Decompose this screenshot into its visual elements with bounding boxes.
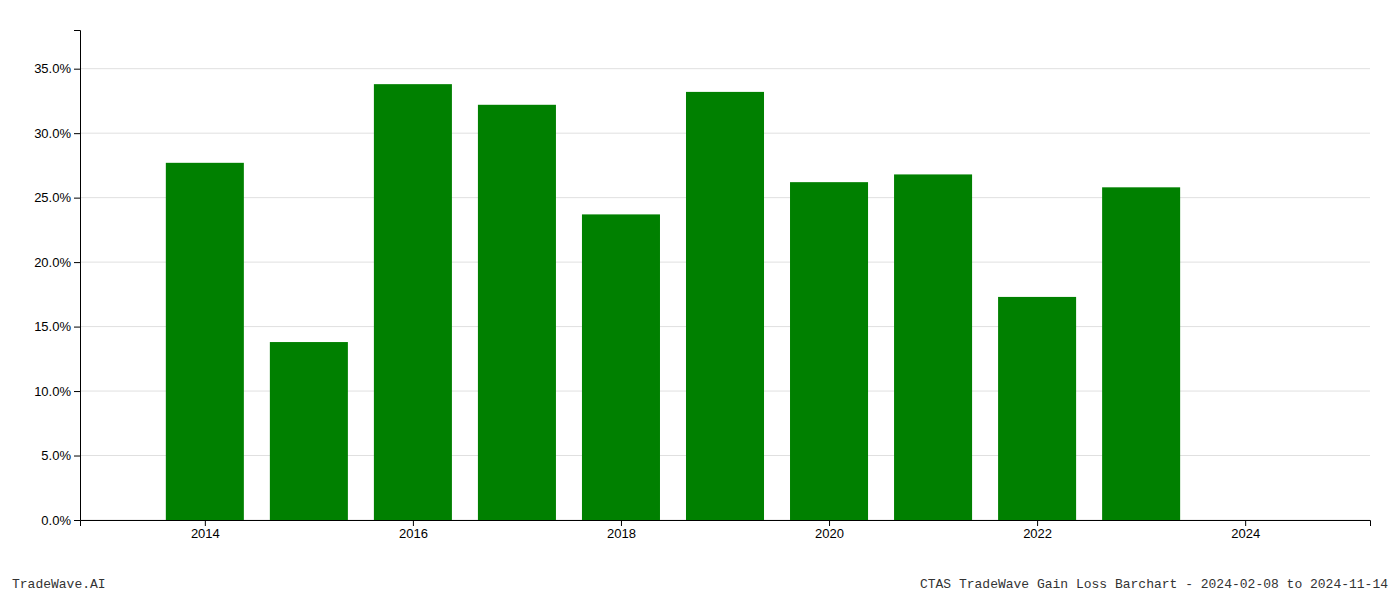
y-tick-mark [74,327,80,328]
y-tick: 30.0% [34,126,80,141]
x-tick-label: 2022 [1023,526,1052,541]
x-tick: 2022 [1023,520,1052,541]
x-tick: 2024 [1231,520,1260,541]
bar [1102,187,1180,520]
x-axis-line [81,521,1371,527]
grid [80,69,1370,520]
y-tick: 10.0% [34,384,80,399]
x-axis: 2014 2016 2018 2020 2022 2024 [81,520,1371,541]
bar [686,92,764,520]
bar [166,163,244,520]
y-tick: 5.0% [41,448,80,463]
y-tick-label: 15.0% [34,319,71,334]
y-tick-label: 30.0% [34,126,71,141]
y-tick-label: 20.0% [34,255,71,270]
y-tick-mark [74,456,80,457]
x-tick-label: 2014 [191,526,220,541]
y-tick-label: 5.0% [41,448,71,463]
bars [166,84,1180,520]
bar [998,297,1076,520]
x-tick-label: 2024 [1231,526,1260,541]
x-tick-mark [1037,520,1038,526]
grid-line [80,68,1370,69]
x-tick-mark [1245,520,1246,526]
y-tick-mark [74,133,80,134]
y-tick: 25.0% [34,190,80,205]
y-tick: 15.0% [34,319,80,334]
y-tick-label: 10.0% [34,384,71,399]
bar [582,214,660,520]
bar [894,174,972,520]
bar [374,84,452,520]
y-tick-mark [74,198,80,199]
bar [270,342,348,520]
x-tick: 2016 [399,520,428,541]
y-tick-mark [74,391,80,392]
x-tick-mark [621,520,622,526]
y-tick: 35.0% [34,61,80,76]
footer-right: CTAS TradeWave Gain Loss Barchart - 2024… [920,577,1388,592]
bar [478,105,556,520]
x-tick-mark [829,520,830,526]
x-tick-mark [205,520,206,526]
y-tick-mark [74,520,80,521]
x-tick-mark [413,520,414,526]
x-tick-label: 2018 [607,526,636,541]
bar [790,182,868,520]
x-tick-label: 2020 [815,526,844,541]
y-tick-mark [74,69,80,70]
y-tick: 20.0% [34,255,80,270]
y-tick-mark [74,262,80,263]
x-tick-label: 2016 [399,526,428,541]
y-tick-label: 25.0% [34,190,71,205]
y-tick: 0.0% [41,513,80,528]
footer-left: TradeWave.AI [12,577,106,592]
y-axis-line [74,31,81,521]
y-axis: 0.0% 5.0% 10.0% 15.0% 20.0% 25.0% 30.0% 35.0% [34,31,80,528]
y-tick-label: 35.0% [34,61,71,76]
y-tick-label: 0.0% [41,513,71,528]
x-tick: 2018 [607,520,636,541]
x-tick: 2014 [191,520,220,541]
x-tick: 2020 [815,520,844,541]
chart: 2014 2016 2018 2020 2022 2024 0.0% 5.0% 10.0% 15.… [0,0,1400,600]
